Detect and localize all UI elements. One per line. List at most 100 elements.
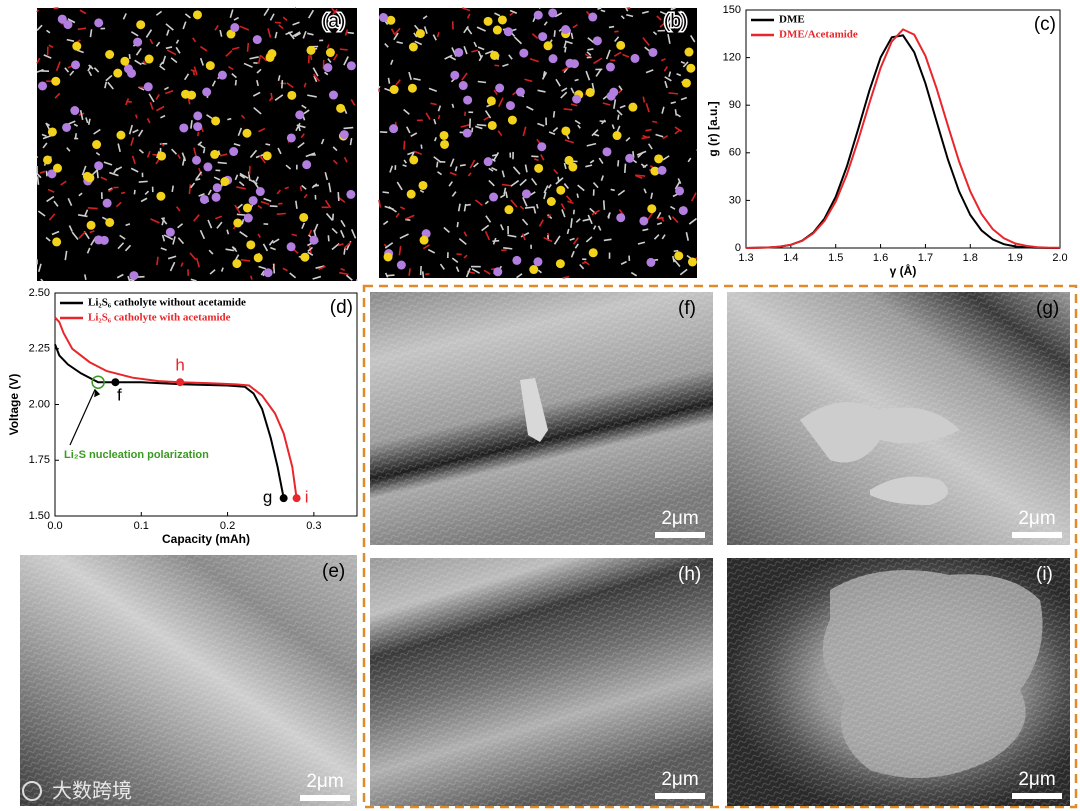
bond bbox=[593, 57, 603, 65]
bond bbox=[533, 206, 537, 214]
bond bbox=[593, 133, 600, 137]
bond bbox=[659, 10, 669, 16]
atom bbox=[407, 83, 417, 93]
bond bbox=[163, 86, 169, 91]
bond bbox=[189, 252, 197, 261]
bond bbox=[437, 105, 442, 112]
bond bbox=[116, 273, 124, 279]
bond bbox=[560, 203, 566, 210]
bond bbox=[198, 143, 206, 150]
bond bbox=[166, 29, 170, 36]
atom bbox=[396, 260, 406, 270]
bond bbox=[616, 109, 623, 116]
bond bbox=[478, 54, 484, 62]
bond bbox=[423, 26, 428, 34]
bond bbox=[175, 46, 181, 54]
bond bbox=[613, 99, 617, 109]
bond bbox=[48, 44, 54, 49]
bond bbox=[286, 82, 294, 89]
bond bbox=[79, 9, 87, 15]
atom bbox=[678, 206, 688, 216]
bond bbox=[220, 267, 224, 272]
bond bbox=[262, 243, 269, 252]
bond bbox=[64, 250, 68, 261]
atom bbox=[85, 173, 95, 183]
atom bbox=[63, 20, 73, 30]
bond bbox=[350, 229, 357, 239]
bond bbox=[437, 171, 443, 176]
bond bbox=[160, 114, 166, 119]
panel-label: (i) bbox=[1036, 564, 1053, 585]
atom bbox=[505, 101, 515, 111]
bond bbox=[430, 102, 437, 106]
bond bbox=[688, 217, 698, 225]
bond bbox=[312, 184, 320, 188]
bond bbox=[507, 234, 517, 238]
bond bbox=[618, 85, 623, 91]
bond bbox=[159, 61, 164, 66]
atom bbox=[588, 248, 598, 258]
bond bbox=[493, 89, 498, 95]
atom bbox=[561, 126, 571, 136]
bond bbox=[524, 164, 528, 173]
bond bbox=[687, 157, 692, 163]
y-tick-label: 1.50 bbox=[29, 510, 50, 522]
bond bbox=[37, 210, 46, 217]
atom bbox=[454, 47, 464, 57]
state-point-label: f bbox=[117, 386, 122, 405]
bond bbox=[382, 191, 390, 194]
bond bbox=[199, 57, 204, 66]
bond bbox=[614, 36, 620, 42]
bond bbox=[611, 124, 615, 130]
atom bbox=[602, 147, 612, 157]
bond bbox=[575, 218, 581, 223]
atom bbox=[70, 106, 80, 116]
bond bbox=[149, 101, 154, 110]
atom bbox=[450, 70, 460, 80]
bond bbox=[79, 110, 84, 121]
atom bbox=[51, 76, 61, 86]
bond bbox=[583, 260, 590, 266]
bond bbox=[473, 41, 478, 48]
bond bbox=[563, 108, 573, 111]
bond bbox=[560, 91, 568, 99]
bond bbox=[268, 239, 274, 246]
atom bbox=[406, 189, 416, 199]
atom bbox=[686, 63, 696, 73]
bond bbox=[267, 28, 272, 38]
atom bbox=[212, 183, 222, 193]
bond bbox=[312, 275, 322, 280]
x-tick-label: 0.0 bbox=[47, 520, 62, 532]
bond bbox=[451, 257, 459, 264]
bond bbox=[253, 106, 262, 115]
bond bbox=[610, 188, 615, 192]
bond bbox=[229, 9, 234, 19]
bond bbox=[563, 183, 570, 189]
bond bbox=[660, 58, 666, 62]
bond bbox=[160, 247, 167, 251]
bond bbox=[332, 146, 338, 152]
bond bbox=[642, 228, 649, 232]
bond bbox=[620, 260, 627, 265]
bond bbox=[471, 268, 481, 274]
bond bbox=[115, 201, 122, 208]
y-tick-label: 2.00 bbox=[29, 398, 50, 410]
bond bbox=[674, 109, 678, 116]
bond bbox=[548, 131, 556, 136]
atom bbox=[588, 12, 598, 22]
bond bbox=[471, 127, 474, 133]
bond bbox=[190, 120, 193, 129]
bond bbox=[350, 99, 356, 106]
bond bbox=[155, 41, 161, 47]
bond bbox=[586, 56, 592, 59]
bond bbox=[555, 177, 564, 185]
atom bbox=[230, 23, 240, 33]
bond bbox=[494, 12, 501, 17]
sem-texture bbox=[20, 555, 357, 806]
bond bbox=[403, 108, 410, 115]
atom bbox=[647, 204, 657, 214]
bond bbox=[66, 38, 75, 42]
bond bbox=[382, 220, 389, 226]
bond bbox=[74, 133, 78, 140]
bond bbox=[443, 226, 450, 233]
